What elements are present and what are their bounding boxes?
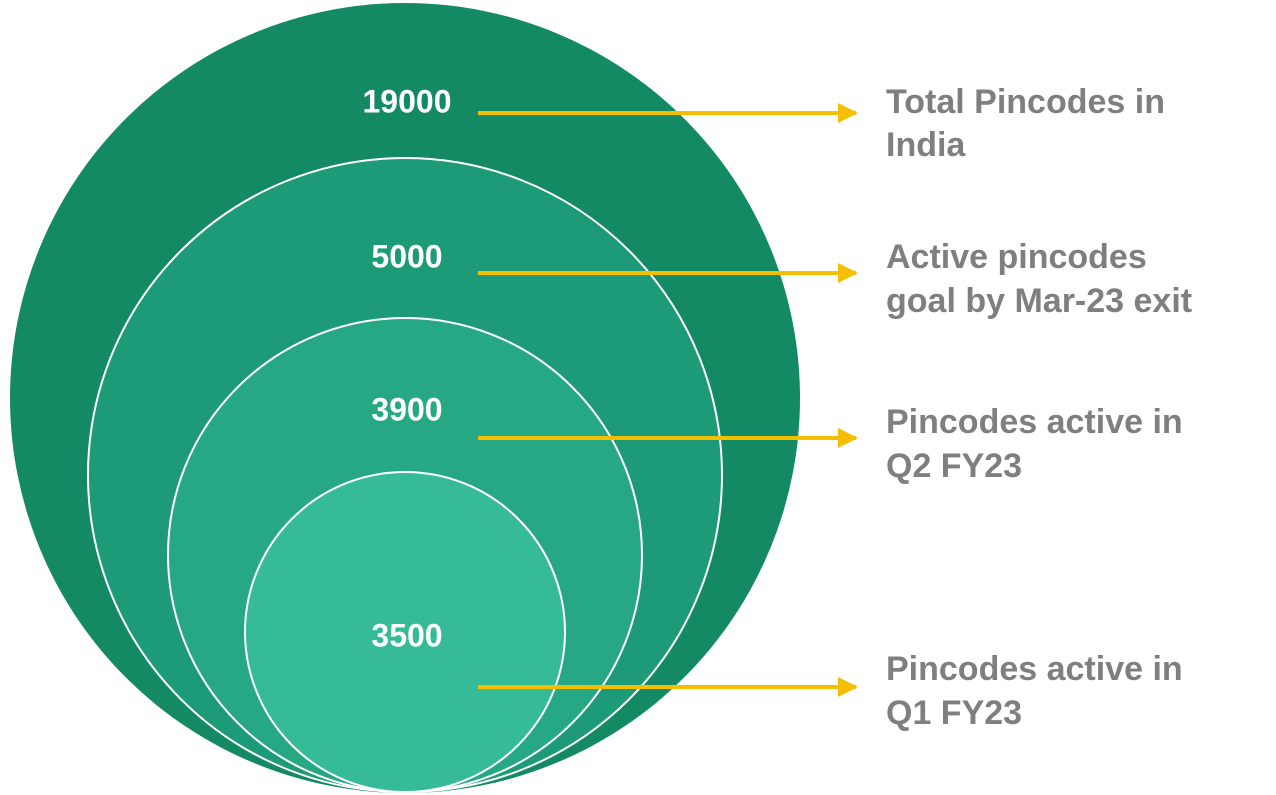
node-value: 3900 <box>371 391 442 427</box>
node-label: India <box>886 126 966 164</box>
inner-circle <box>244 471 566 793</box>
node-label: Total Pincodes in <box>886 83 1165 121</box>
node-value: 5000 <box>371 238 442 274</box>
node-label: goal by Mar-23 exit <box>886 282 1192 320</box>
node-value: 3500 <box>371 617 442 653</box>
node-label: Pincodes active in <box>886 403 1183 441</box>
node-label: Pincodes active in <box>886 650 1183 688</box>
node-label: Q2 FY23 <box>886 447 1022 485</box>
node-value: 19000 <box>363 83 452 119</box>
node-label: Q1 FY23 <box>886 694 1022 732</box>
node-label: Active pincodes <box>886 238 1147 276</box>
